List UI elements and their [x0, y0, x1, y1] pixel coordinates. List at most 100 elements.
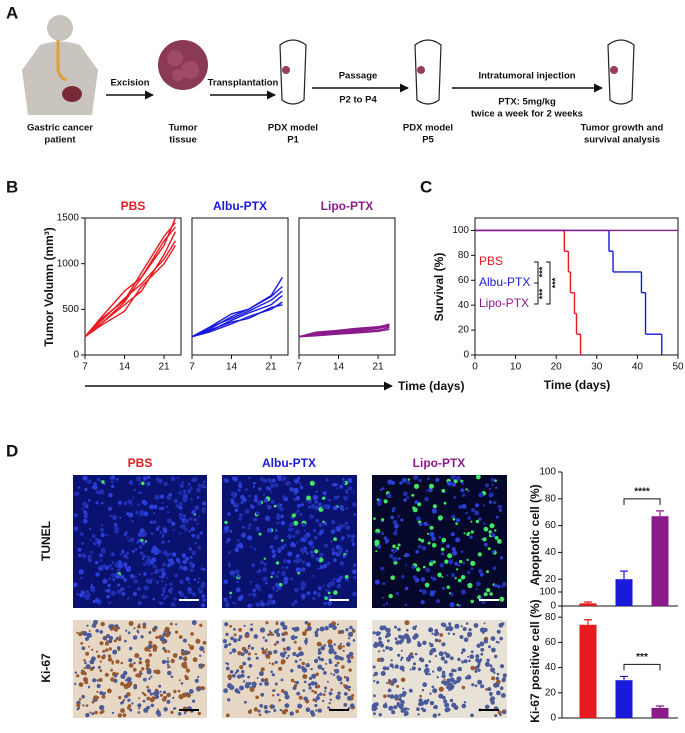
cell: [429, 692, 432, 695]
cell: [323, 563, 328, 569]
cell: [452, 517, 456, 521]
cell: [424, 664, 429, 668]
cell: [89, 539, 92, 542]
cell: [286, 646, 291, 651]
cell: [280, 689, 285, 693]
cell: [388, 593, 393, 599]
cell: [248, 663, 253, 668]
cell: [189, 486, 193, 490]
cell: [185, 576, 190, 582]
data-line: [191, 295, 283, 338]
cell: [457, 657, 461, 662]
cell: [305, 562, 311, 568]
cell: [171, 552, 177, 557]
cell: [85, 704, 89, 707]
cell: [340, 630, 345, 634]
x-tick-label: 50: [672, 362, 684, 373]
cell: [403, 498, 407, 502]
cell: [182, 566, 188, 571]
cell: [451, 668, 455, 673]
cell: [377, 544, 382, 549]
cell: [108, 577, 112, 580]
cell: [110, 567, 114, 571]
cell: [106, 594, 111, 599]
cell: [298, 651, 303, 657]
cell: [227, 562, 231, 566]
cell: [192, 657, 198, 663]
cell: [88, 645, 90, 648]
cell: [263, 557, 266, 560]
cell: [87, 499, 91, 502]
cell: [178, 679, 181, 682]
cell: [140, 672, 143, 675]
cell: [435, 631, 440, 636]
cell: [450, 532, 455, 537]
cell: [343, 675, 347, 679]
cell: [489, 523, 495, 529]
cell: [494, 654, 498, 659]
cell: [164, 649, 168, 653]
cell: [87, 557, 93, 563]
cell: [452, 550, 458, 556]
cell: [155, 477, 160, 481]
cell: [195, 534, 201, 539]
y-tick-label: 20: [458, 325, 470, 336]
cell: [134, 653, 140, 659]
cell: [96, 690, 99, 694]
cell: [104, 579, 108, 582]
cell: [380, 531, 385, 536]
cell: [489, 691, 493, 696]
cell: [179, 516, 183, 520]
cell: [126, 511, 130, 516]
cell: [92, 484, 98, 490]
cell: [315, 699, 318, 702]
cell: [339, 681, 343, 685]
cell: [93, 695, 99, 701]
cell: [152, 597, 155, 601]
cell: [317, 664, 323, 670]
cell: [381, 596, 384, 599]
x-tick-label: 40: [632, 362, 644, 373]
cell: [289, 711, 294, 716]
cell: [266, 528, 272, 533]
cell: [328, 595, 333, 600]
cell: [86, 632, 92, 638]
cell: [170, 710, 174, 715]
cell: [289, 522, 295, 528]
cell: [91, 486, 94, 489]
cell: [402, 707, 407, 712]
cell: [105, 533, 108, 537]
cell: [127, 698, 131, 702]
cell: [179, 525, 183, 528]
cell: [394, 694, 399, 700]
cell: [401, 477, 407, 483]
cell: [127, 539, 130, 543]
cell: [295, 653, 300, 658]
cell: [428, 660, 432, 663]
cell: [317, 593, 321, 598]
cell: [351, 542, 356, 546]
cell: [283, 631, 288, 636]
cell: [460, 589, 466, 595]
cell: [397, 627, 401, 632]
cell: [483, 622, 486, 625]
cell: [302, 560, 306, 564]
cell: [167, 657, 169, 660]
cell: [139, 528, 145, 534]
cell: [295, 680, 299, 685]
cell: [113, 639, 117, 643]
cell: [94, 560, 99, 565]
cell: [197, 545, 202, 550]
chart-title: Albu-PTX: [213, 199, 267, 213]
cell: [99, 559, 103, 562]
cell: [427, 541, 431, 545]
cell: [347, 659, 352, 664]
significance-bracket: [534, 282, 539, 305]
cell: [138, 573, 141, 576]
cell: [431, 536, 436, 541]
cell: [167, 663, 170, 667]
cell: [283, 559, 287, 563]
cell: [241, 532, 246, 538]
cell: [318, 522, 323, 528]
cell: [139, 512, 144, 517]
